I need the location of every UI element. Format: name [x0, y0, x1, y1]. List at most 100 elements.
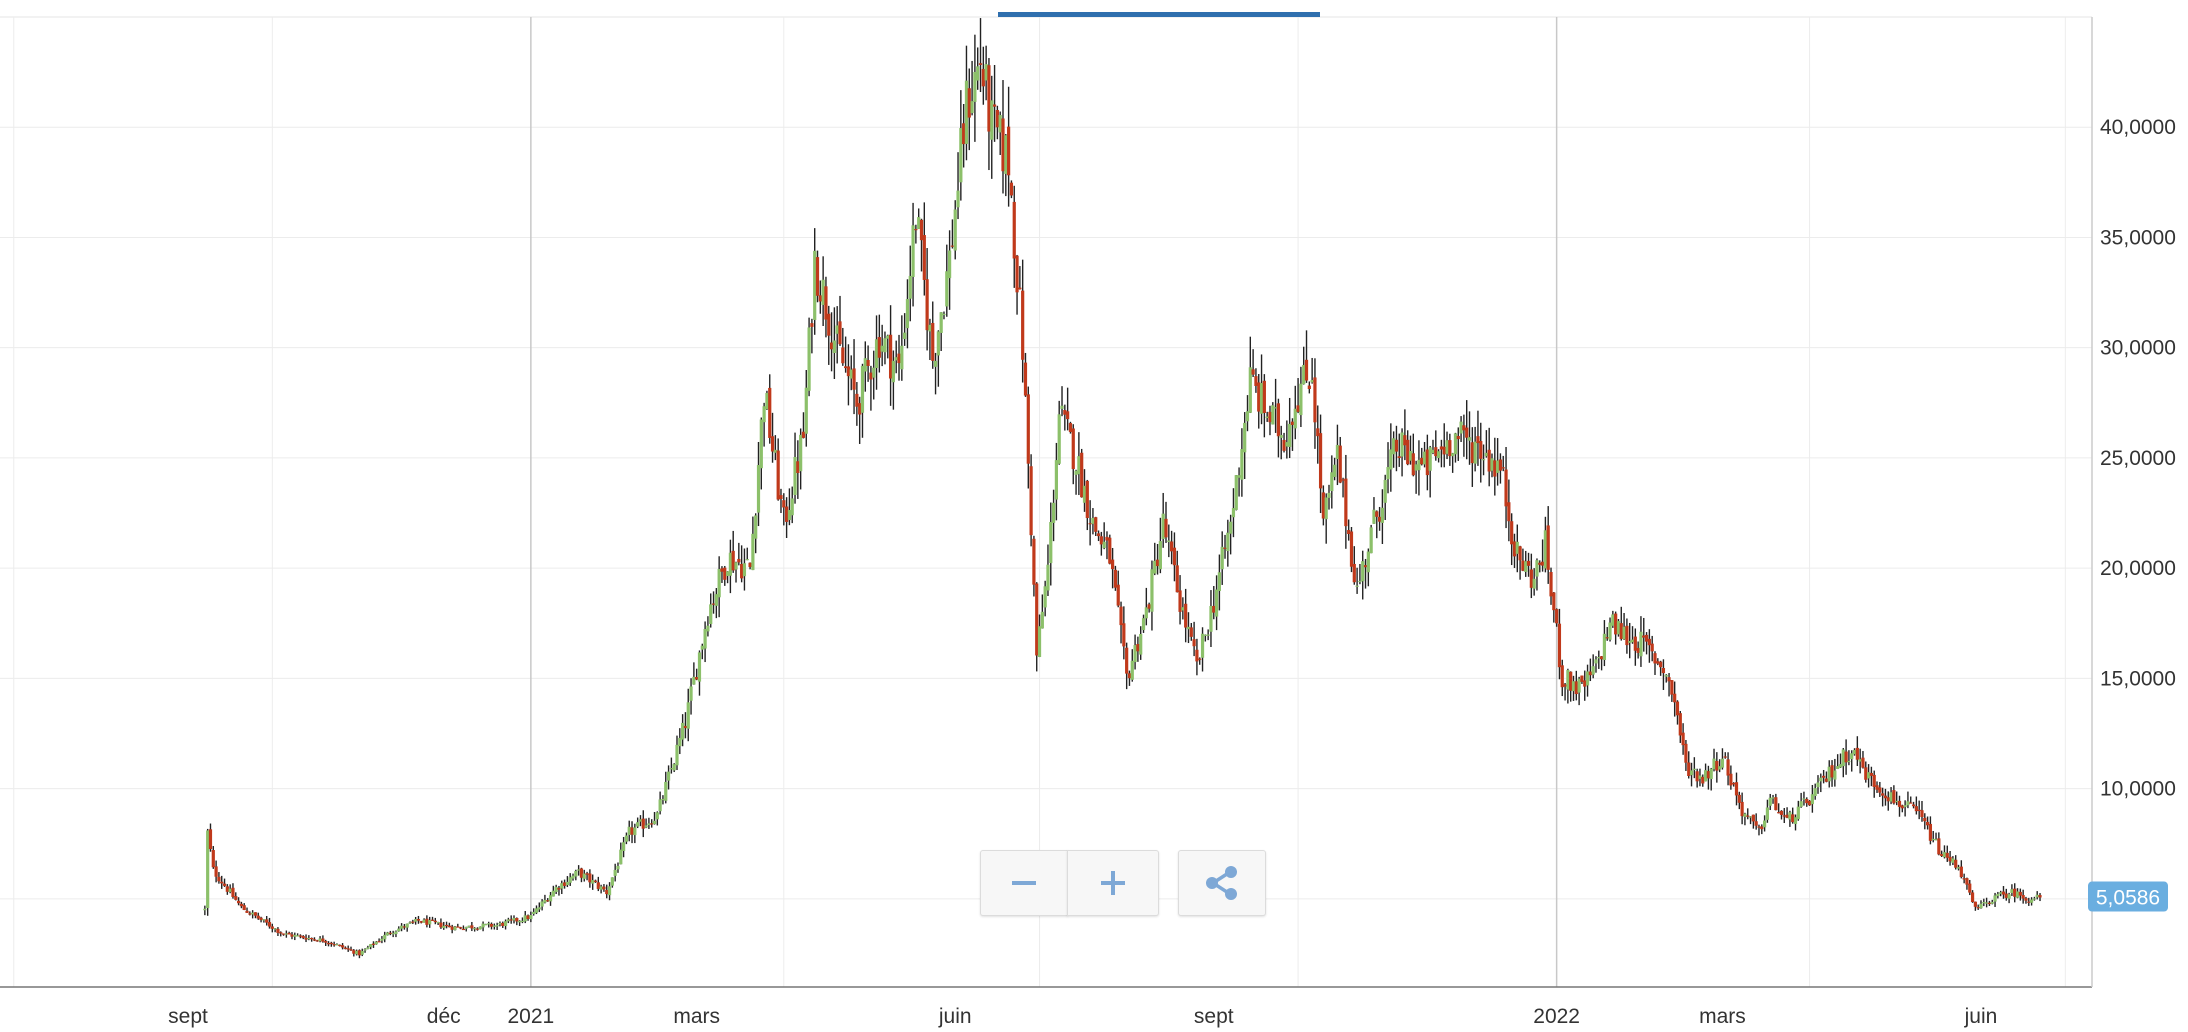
candle-body — [1479, 441, 1483, 459]
candle-body — [1822, 775, 1826, 778]
candle-body — [377, 941, 381, 943]
candle-body — [894, 357, 898, 361]
candle-body — [1959, 866, 1963, 878]
candle-body — [332, 944, 336, 946]
candle-body — [1844, 751, 1848, 763]
candle-body — [779, 495, 783, 500]
candle-body — [2001, 891, 2006, 895]
candle-body — [959, 128, 963, 183]
candle-body — [394, 931, 398, 935]
candle-body — [624, 835, 629, 842]
candle-body — [1046, 564, 1050, 591]
candle-body — [1807, 800, 1812, 806]
candle-body — [728, 552, 732, 576]
candle-body — [385, 932, 390, 936]
candle-body — [1529, 569, 1533, 588]
candle-body — [1698, 775, 1702, 779]
candle-body — [1113, 569, 1118, 588]
candle-body — [450, 926, 454, 930]
candle-body — [565, 881, 569, 886]
active-tab-indicator[interactable] — [998, 12, 1320, 17]
candle-body — [1979, 903, 1983, 909]
zoom-out-button[interactable] — [980, 850, 1068, 916]
candle-body — [1819, 777, 1823, 782]
candle-body — [1768, 797, 1772, 806]
candle-body — [245, 910, 249, 913]
candle-body — [1779, 810, 1784, 815]
candle-body — [203, 908, 207, 911]
candle-body — [1909, 802, 1913, 804]
candle-body — [1684, 743, 1688, 763]
candle-body — [622, 842, 626, 851]
candle-body — [447, 925, 451, 928]
candle-body — [1150, 569, 1154, 612]
candle-body — [1349, 531, 1354, 567]
candle-body — [770, 436, 775, 452]
candle-body — [1886, 797, 1890, 802]
zoom-in-button[interactable] — [1067, 850, 1159, 916]
candle-body — [1094, 517, 1098, 532]
candle-body — [1037, 626, 1042, 657]
candle-body — [1816, 782, 1820, 788]
candle-body — [1293, 408, 1297, 429]
candle-body — [318, 938, 322, 942]
candle-body — [1889, 792, 1893, 802]
candle-body — [1892, 790, 1896, 804]
candle-body — [532, 911, 536, 915]
candle-body — [1127, 673, 1132, 679]
candle-body — [1616, 621, 1621, 635]
candle-body — [844, 366, 848, 369]
candle-body — [700, 645, 704, 650]
candle-body — [860, 365, 865, 413]
candle-body — [1439, 446, 1444, 450]
candle-body — [723, 567, 727, 580]
candle-body — [1751, 814, 1755, 822]
candle-body — [374, 941, 378, 945]
candle-body — [1063, 410, 1067, 415]
candle-body — [765, 392, 769, 410]
candle-body — [1231, 508, 1236, 518]
candle-body — [1737, 794, 1741, 803]
candle-body — [846, 366, 851, 377]
candle-body — [1285, 442, 1289, 447]
candle-body — [1397, 456, 1401, 458]
x-axis-labels: sept déc 2021 mars juin sept 2022 mars juin — [168, 1005, 1997, 1028]
candle-body — [484, 924, 488, 926]
candle-body — [1015, 255, 1019, 293]
candle-body — [970, 101, 974, 114]
candle-body — [1869, 772, 1873, 776]
candle-body — [956, 190, 960, 208]
y-tick-label: 30,0000 — [2100, 337, 2176, 360]
candle-body — [1001, 118, 1005, 172]
candle-body — [1271, 405, 1275, 425]
candle-body — [827, 313, 831, 336]
candle-body — [1622, 626, 1626, 640]
candle-body — [470, 925, 474, 929]
candle-body — [607, 886, 612, 896]
candle-body — [1108, 537, 1112, 564]
candle-body — [1847, 760, 1851, 763]
candle-body — [796, 461, 800, 473]
candle-body — [444, 924, 449, 927]
candle-body — [756, 465, 761, 513]
candle-body — [1333, 464, 1337, 477]
candle-body — [1296, 405, 1300, 412]
candle-body — [745, 559, 749, 561]
candle-body — [1335, 444, 1340, 460]
candle-body — [1420, 457, 1424, 465]
candle-body — [1740, 801, 1744, 817]
candle-body — [520, 920, 525, 923]
candle-body — [697, 652, 702, 682]
share-button[interactable] — [1178, 850, 1266, 916]
candle-body — [290, 934, 294, 937]
candle-body — [459, 927, 463, 929]
candle-body — [1687, 762, 1691, 776]
candle-body — [1518, 546, 1522, 561]
candle-body — [785, 506, 789, 522]
candle-body — [1647, 638, 1651, 646]
candle-body — [1082, 485, 1087, 503]
candle-body — [262, 919, 266, 921]
candle-body — [1521, 560, 1525, 571]
candle-body — [512, 917, 516, 921]
